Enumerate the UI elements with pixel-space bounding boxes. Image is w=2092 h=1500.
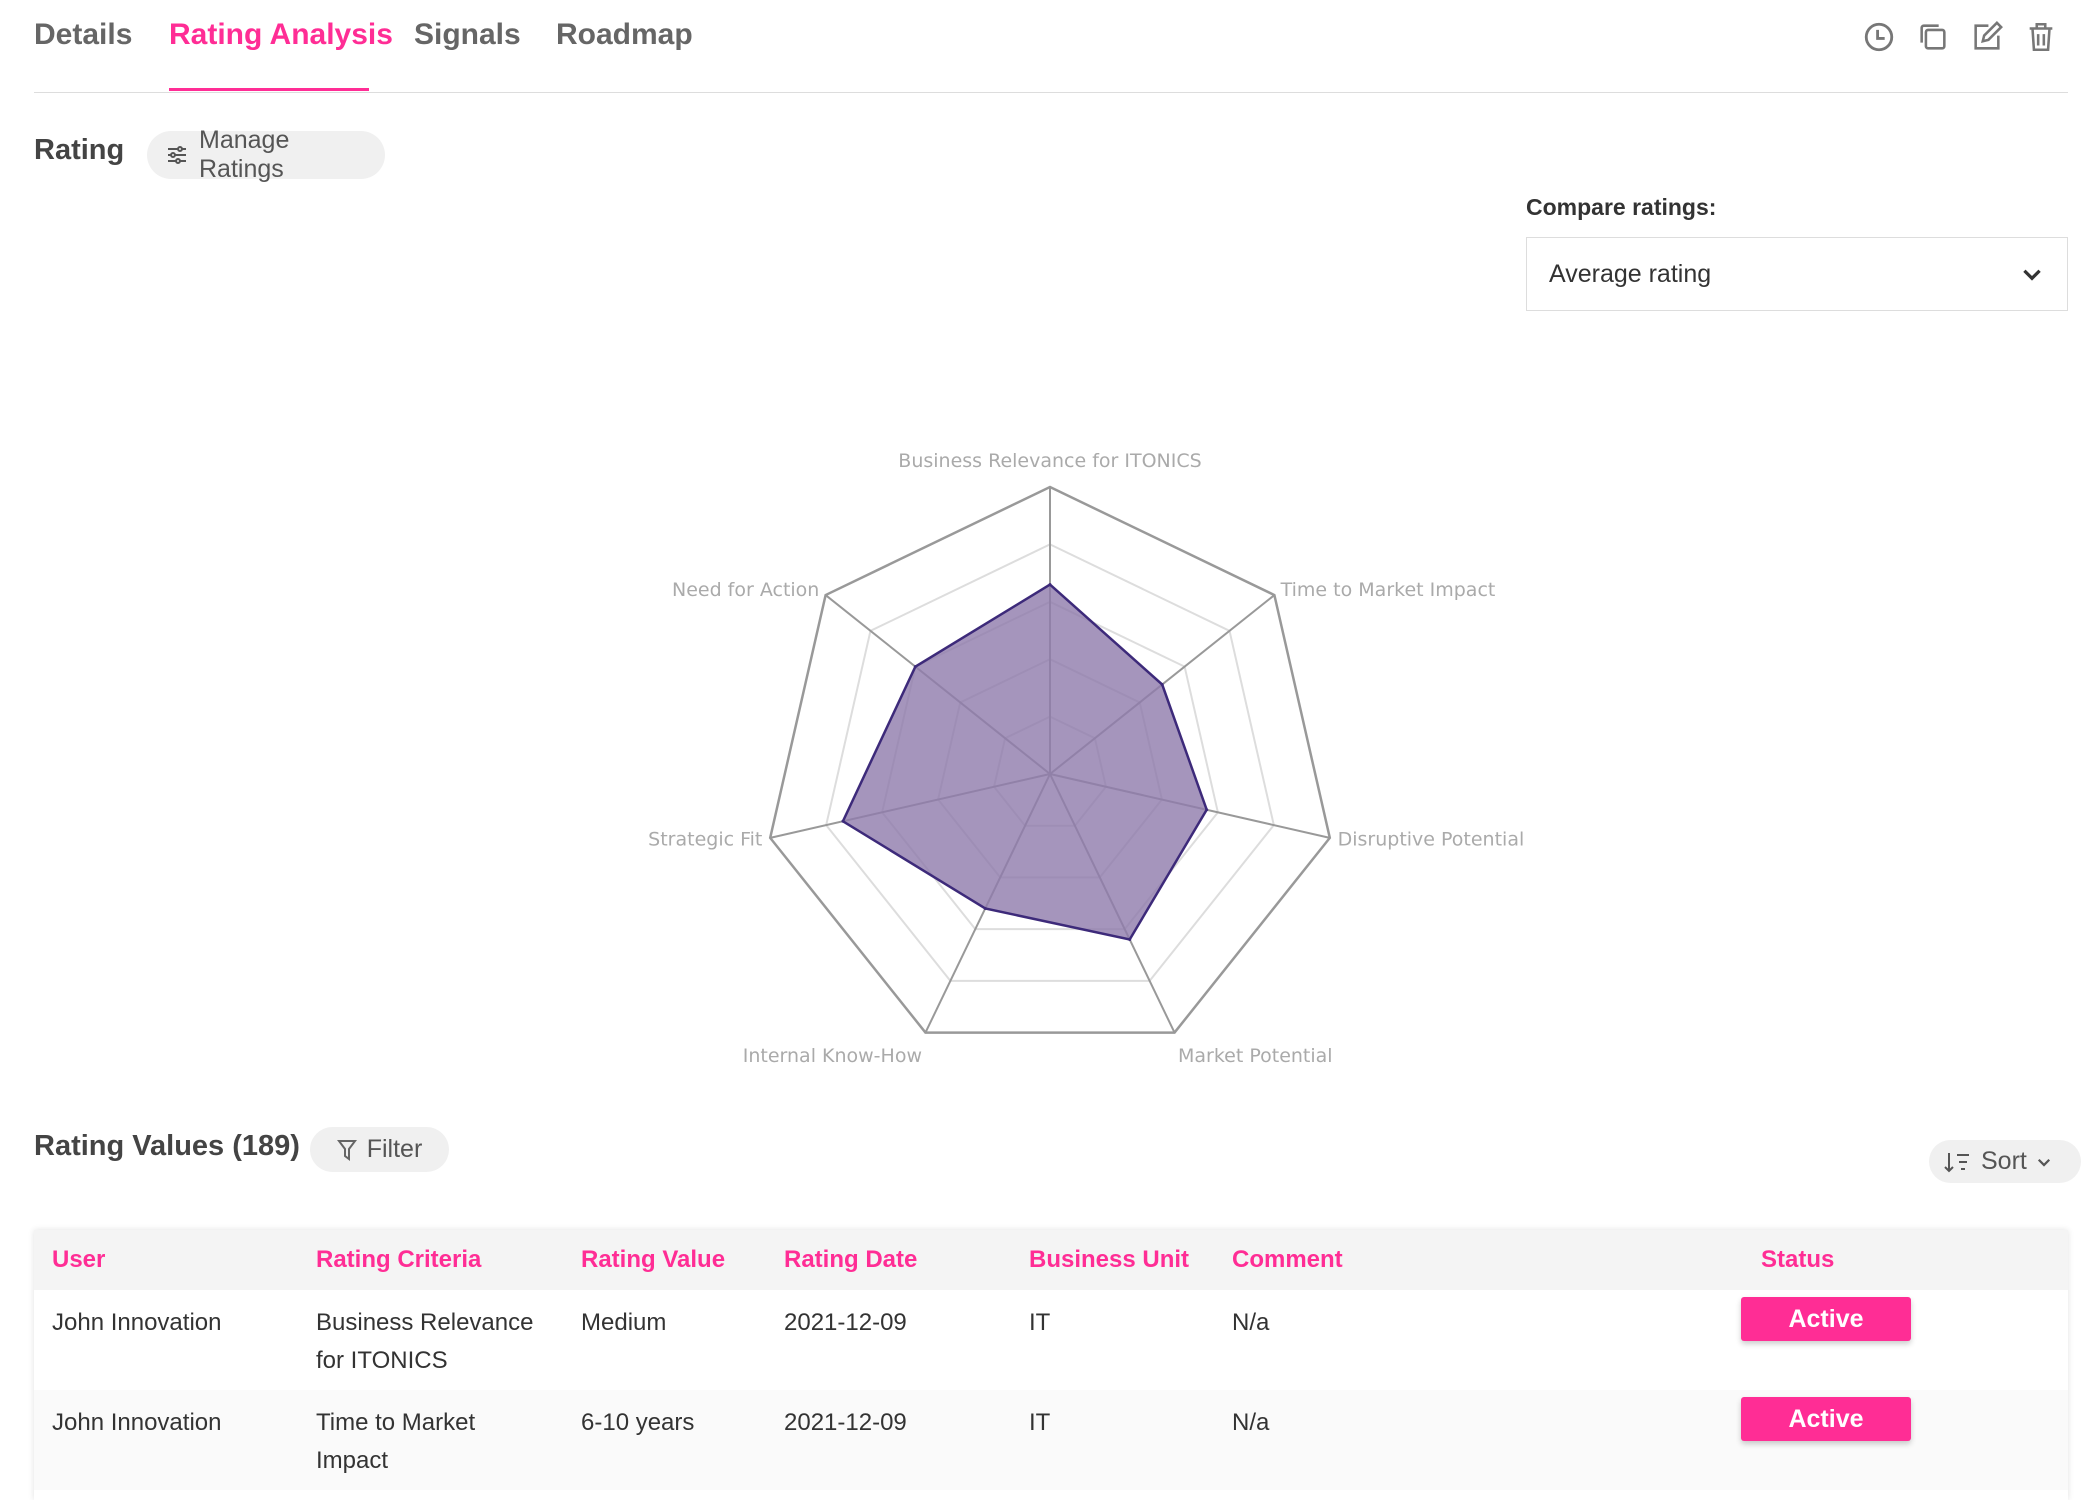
manage-ratings-label: Manage Ratings — [199, 126, 290, 183]
sort-button[interactable]: Sort — [1929, 1140, 2081, 1183]
column-header-user[interactable]: User — [52, 1246, 106, 1273]
sliders-icon — [168, 146, 186, 164]
status-badge[interactable]: Active — [1741, 1297, 1911, 1341]
cell-user: John Innovation — [52, 1309, 222, 1336]
cell-business-unit: IT — [1029, 1309, 1051, 1336]
column-header-rating-value[interactable]: Rating Value — [581, 1246, 726, 1273]
radar-data-point — [1048, 583, 1052, 587]
cell-rating-date: 2021-12-09 — [784, 1309, 907, 1336]
cell-comment: N/a — [1232, 1309, 1270, 1336]
table-row[interactable]: John Innovation Business Relevance for I… — [34, 1290, 2068, 1390]
column-header-comment[interactable]: Comment — [1232, 1246, 1343, 1273]
trash-icon[interactable] — [2024, 20, 2058, 54]
radar-axis-label: Business Relevance for ITONICS — [898, 450, 1201, 472]
radar-axis-label: Internal Know-How — [743, 1045, 922, 1067]
status-badge[interactable]: Active — [1741, 1397, 1911, 1441]
tab-roadmap[interactable]: Roadmap — [556, 18, 693, 51]
edit-icon[interactable] — [1970, 20, 2004, 54]
tab-details[interactable]: Details — [34, 18, 133, 51]
radar-data-point — [1128, 937, 1132, 941]
column-header-status[interactable]: Status — [1761, 1246, 1835, 1273]
rating-values-table: User Rating Criteria Rating Value Rating… — [34, 1230, 2068, 1500]
copy-icon[interactable] — [1916, 20, 1950, 54]
column-header-business-unit[interactable]: Business Unit — [1029, 1246, 1190, 1273]
table-row[interactable]: John Innovation Time to Market Impact 6-… — [34, 1390, 2068, 1490]
cell-comment: N/a — [1232, 1409, 1270, 1436]
radar-axis-label: Need for Action — [672, 579, 819, 601]
manage-ratings-button[interactable]: Manage Ratings — [147, 126, 385, 183]
compare-ratings-label: Compare ratings: — [1526, 194, 1717, 220]
radar-data-point — [913, 665, 917, 669]
active-tab-indicator — [169, 88, 369, 91]
compare-ratings-select[interactable]: Average rating — [1526, 237, 2068, 311]
radar-data-point — [841, 819, 845, 823]
column-header-rating-criteria[interactable]: Rating Criteria — [316, 1246, 482, 1273]
radar-axis-label: Market Potential — [1178, 1045, 1333, 1067]
cell-rating-value: 6-10 years — [581, 1409, 695, 1436]
radar-data-point — [1160, 683, 1164, 687]
radar-axis-label: Strategic Fit — [648, 829, 762, 851]
radar-series-area — [841, 583, 1209, 941]
sort-icon — [1944, 1152, 1969, 1172]
cell-rating-date: 2021-12-09 — [784, 1409, 907, 1436]
column-header-rating-date[interactable]: Rating Date — [784, 1246, 918, 1273]
chevron-down-icon — [2023, 269, 2041, 281]
cell-business-unit: IT — [1029, 1409, 1051, 1436]
tab-rating-analysis[interactable]: Rating Analysis — [169, 18, 393, 51]
tab-signals[interactable]: Signals — [414, 18, 521, 51]
radar-grid-ring — [768, 485, 1332, 1034]
radar-grid-ring — [825, 543, 1275, 982]
rating-title: Rating — [34, 134, 125, 166]
cell-rating-criteria: Time to Market Impact — [316, 1409, 476, 1474]
clock-icon[interactable] — [1862, 20, 1896, 54]
radar-data-point — [983, 906, 987, 910]
cell-user: John Innovation — [52, 1409, 222, 1436]
tab-divider — [34, 92, 2068, 93]
radar-chart: Business Relevance for ITONICS Time to Ma… — [648, 450, 1525, 1067]
radar-data-point — [1205, 808, 1209, 812]
cell-rating-value: Medium — [581, 1309, 667, 1336]
compare-ratings-value: Average rating — [1549, 259, 1712, 288]
table-header: User Rating Criteria Rating Value Rating… — [34, 1230, 2068, 1290]
filter-icon — [336, 1139, 357, 1161]
cell-rating-criteria: Business Relevance for ITONICS — [316, 1309, 534, 1374]
rating-values-title: Rating Values (189) — [34, 1130, 300, 1162]
filter-button[interactable]: Filter — [310, 1127, 449, 1172]
sort-label: Sort — [1981, 1147, 2027, 1175]
chevron-down-icon — [2037, 1158, 2050, 1167]
radar-axis-label: Time to Market Impact — [1280, 579, 1496, 601]
radar-axis-label: Disruptive Potential — [1338, 829, 1525, 851]
filter-label: Filter — [366, 1135, 423, 1163]
